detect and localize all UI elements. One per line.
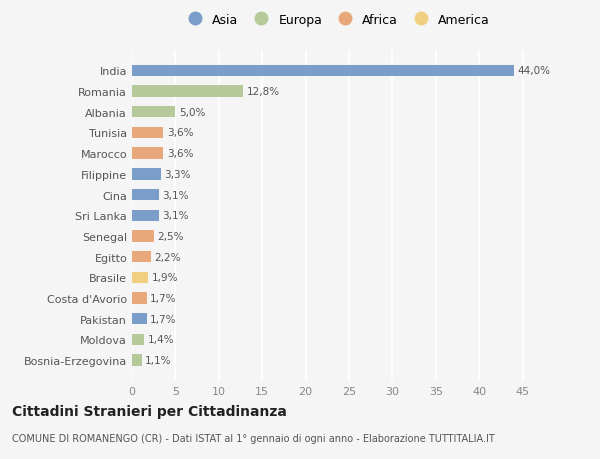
Bar <box>132 169 161 180</box>
Text: 44,0%: 44,0% <box>517 66 550 76</box>
Text: 5,0%: 5,0% <box>179 107 205 118</box>
Text: 1,1%: 1,1% <box>145 355 172 365</box>
Text: 2,5%: 2,5% <box>157 231 184 241</box>
Bar <box>132 107 175 118</box>
Bar <box>132 355 142 366</box>
Bar <box>132 231 154 242</box>
Bar <box>132 210 159 221</box>
Text: 1,7%: 1,7% <box>150 293 177 303</box>
Bar <box>132 334 144 345</box>
Text: 3,1%: 3,1% <box>163 190 189 200</box>
Text: 12,8%: 12,8% <box>247 87 280 97</box>
Text: 3,6%: 3,6% <box>167 149 193 159</box>
Bar <box>132 148 163 159</box>
Bar <box>132 252 151 263</box>
Text: 3,1%: 3,1% <box>163 211 189 221</box>
Bar <box>132 272 148 283</box>
Text: COMUNE DI ROMANENGO (CR) - Dati ISTAT al 1° gennaio di ogni anno - Elaborazione : COMUNE DI ROMANENGO (CR) - Dati ISTAT al… <box>12 433 495 442</box>
Text: 3,6%: 3,6% <box>167 128 193 138</box>
Text: Cittadini Stranieri per Cittadinanza: Cittadini Stranieri per Cittadinanza <box>12 404 287 419</box>
Text: 2,2%: 2,2% <box>155 252 181 262</box>
Bar <box>132 128 163 139</box>
Bar <box>132 293 147 304</box>
Text: 3,3%: 3,3% <box>164 169 191 179</box>
Text: 1,9%: 1,9% <box>152 273 178 283</box>
Bar <box>132 66 514 77</box>
Bar <box>132 190 159 201</box>
Text: 1,4%: 1,4% <box>148 335 174 345</box>
Bar <box>132 313 147 325</box>
Legend: Asia, Europa, Africa, America: Asia, Europa, Africa, America <box>182 14 490 27</box>
Text: 1,7%: 1,7% <box>150 314 177 324</box>
Bar <box>132 86 243 97</box>
